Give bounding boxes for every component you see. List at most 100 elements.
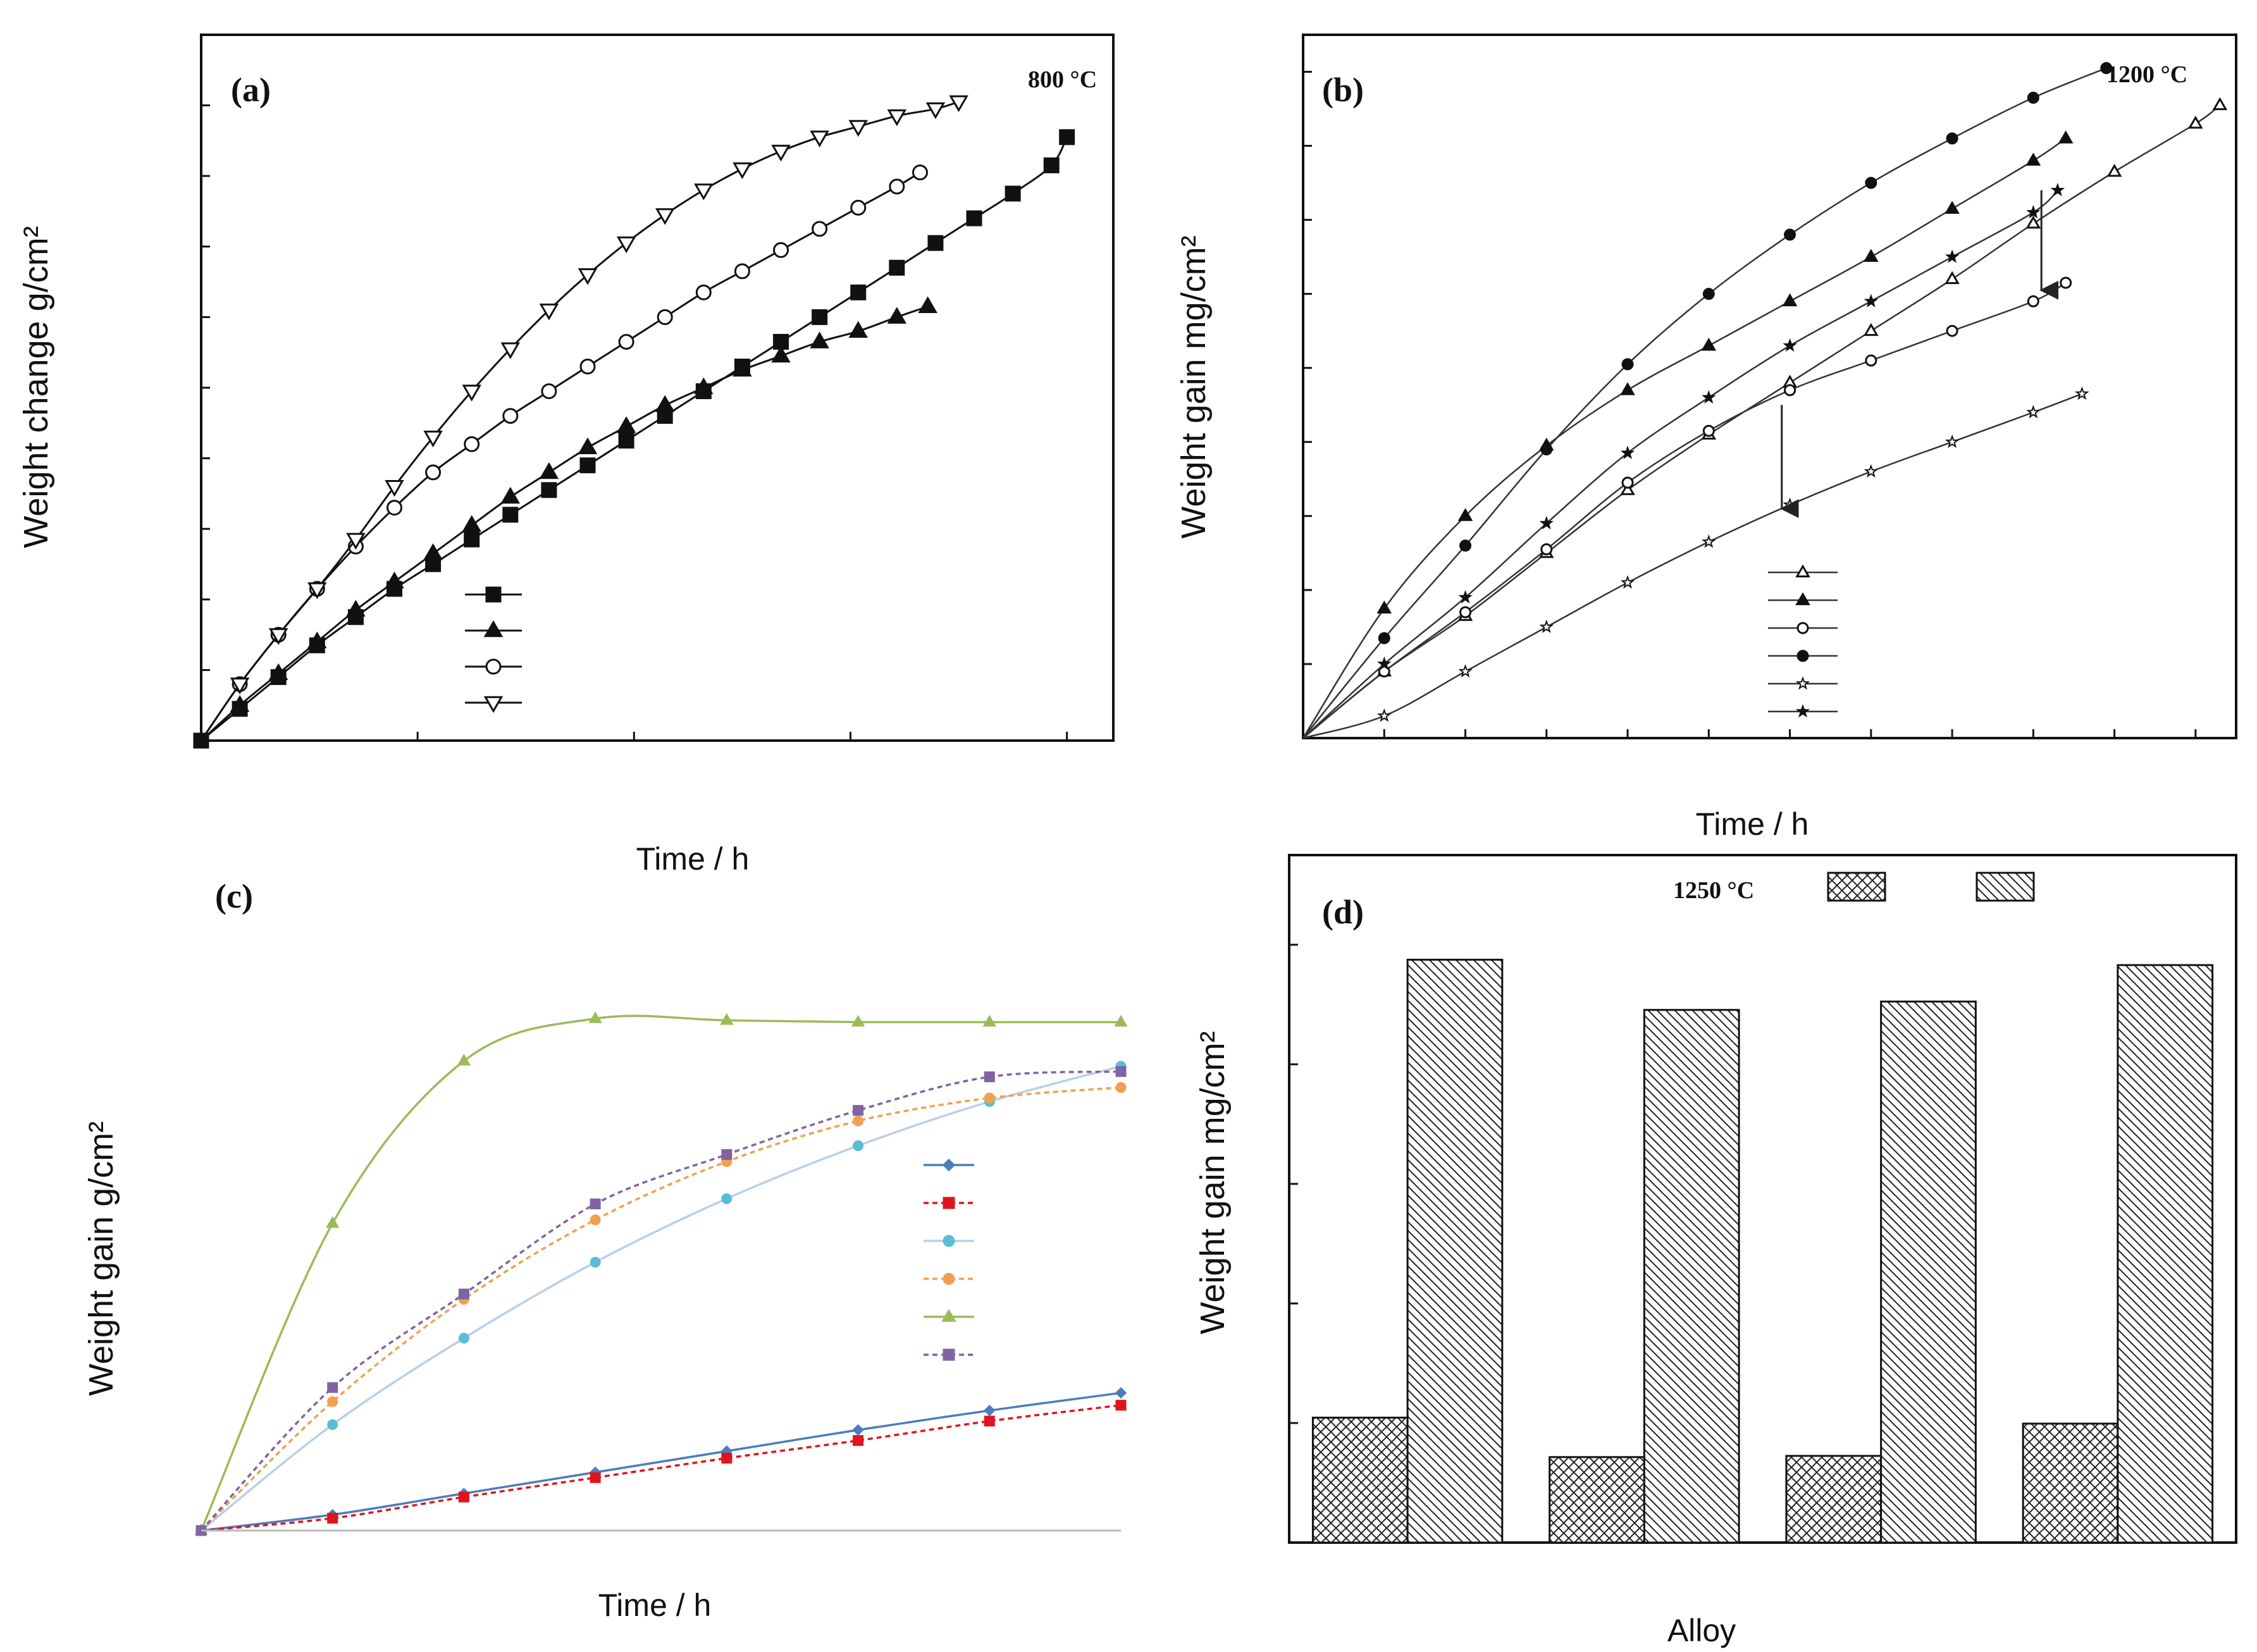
panel-b-ylabel: Weight gain mg/cm²	[1175, 235, 1213, 538]
data-point-b-2	[2060, 276, 2072, 289]
data-point-c-2	[458, 1333, 469, 1344]
data-point-b-3	[1702, 288, 1715, 300]
series-line-a-1	[200, 305, 929, 742]
data-point-b-1	[1782, 293, 1798, 307]
data-point-b-4	[1539, 619, 1554, 633]
data-point-a-1	[539, 462, 559, 479]
data-point-a-3	[616, 236, 636, 254]
data-point-b-4	[1702, 534, 1716, 548]
data-point-a-3	[925, 102, 946, 120]
data-point-a-1	[887, 307, 907, 324]
data-point-b-5	[2026, 205, 2041, 219]
data-point-a-1	[268, 663, 288, 681]
data-point-b-5	[1702, 390, 1716, 404]
data-point-b-2	[1946, 324, 1958, 337]
data-point-a-3	[694, 183, 714, 200]
data-point-a-1	[385, 571, 404, 589]
data-point-c-1	[458, 1491, 469, 1503]
data-point-b-4	[1458, 663, 1473, 678]
series-line-a-2	[200, 171, 921, 741]
data-point-a-1	[423, 543, 443, 560]
data-point-c-1	[984, 1415, 995, 1427]
data-point-b-1	[1701, 338, 1717, 351]
panel-a-axes-frame	[200, 34, 1115, 742]
data-point-a-1	[918, 296, 937, 313]
data-point-c-2	[327, 1419, 338, 1431]
legend-marker	[1795, 704, 1810, 718]
data-point-c-5	[1115, 1066, 1127, 1077]
panel-d-axes-frame	[1288, 854, 2237, 1544]
data-point-a-2	[912, 164, 928, 181]
legend-marker	[943, 1235, 955, 1247]
panel-a: (a) 800 °C Time / h Weight change g/cm²	[17, 34, 1115, 877]
panel-c-label: (c)	[215, 877, 253, 915]
data-point-b-5	[1539, 515, 1554, 530]
data-point-c-4	[851, 1014, 865, 1027]
series-line-c-3	[200, 1086, 1122, 1532]
data-point-a-1	[462, 515, 481, 532]
data-point-b-4	[1864, 464, 1879, 478]
data-point-a-0	[464, 531, 480, 548]
data-point-b-3	[2027, 91, 2039, 104]
data-point-b-1	[1376, 600, 1392, 614]
data-point-a-3	[385, 479, 404, 497]
data-point-c-5	[458, 1288, 469, 1300]
data-point-a-2	[657, 309, 673, 325]
data-point-a-2	[502, 408, 519, 424]
data-point-b-5	[1458, 589, 1473, 604]
data-point-c-4	[326, 1216, 340, 1228]
series-line-b-3	[1302, 67, 2107, 739]
legend-marker	[483, 696, 504, 713]
data-point-a-0	[927, 235, 944, 251]
legend-marker	[1795, 564, 1810, 577]
series-line-c-1	[201, 1404, 1122, 1532]
legend-swatch	[1976, 872, 2035, 902]
data-point-b-4	[1783, 497, 1797, 511]
data-point-a-2	[695, 284, 712, 300]
data-point-a-0	[541, 482, 557, 498]
data-point-b-4	[1620, 575, 1635, 589]
data-point-b-4	[2026, 405, 2041, 419]
data-point-c-0	[1115, 1387, 1127, 1399]
series-line-b-4	[1302, 393, 2082, 739]
data-point-a-0	[502, 507, 519, 523]
data-point-a-2	[579, 359, 596, 375]
data-point-b-1	[1620, 382, 1635, 395]
data-point-c-4	[720, 1013, 734, 1025]
data-point-c-3	[590, 1214, 601, 1226]
data-point-a-3	[949, 95, 968, 113]
bar-50h-8Hf	[2117, 964, 2214, 1544]
legend-marker	[1795, 592, 1810, 605]
data-point-a-1	[346, 600, 366, 617]
panel-d-legend	[1827, 872, 2035, 902]
data-point-c-3	[1115, 1082, 1127, 1093]
data-point-a-0	[1043, 157, 1060, 173]
data-point-c-5	[327, 1382, 338, 1393]
bar-1h-4Hf	[1785, 1455, 1883, 1544]
panel-b-xlabel: Time / h	[1696, 806, 1809, 842]
data-point-c-5	[984, 1071, 995, 1083]
data-point-b-2	[1784, 384, 1796, 397]
data-point-c-1	[327, 1512, 338, 1524]
data-point-a-3	[307, 582, 327, 600]
data-point-b-1	[2025, 152, 2041, 166]
panel-a-legend	[465, 586, 522, 713]
panel-a-ylabel: Weight change g/cm²	[17, 226, 55, 548]
data-point-b-5	[1945, 249, 1960, 263]
data-point-b-4	[1945, 435, 1960, 448]
panel-d-xlabel: Alloy	[1667, 1613, 1736, 1648]
data-point-c-0	[852, 1424, 864, 1436]
series-line-c-5	[200, 1070, 1122, 1532]
data-point-a-1	[694, 377, 714, 395]
legend-marker	[1795, 676, 1810, 690]
panel-b-legend	[1768, 564, 1838, 718]
data-point-b-3	[1784, 228, 1796, 241]
data-point-c-3	[984, 1092, 995, 1104]
data-point-a-3	[810, 130, 829, 148]
data-point-b-5	[1783, 338, 1797, 352]
data-point-b-0	[1620, 482, 1635, 495]
data-point-a-3	[268, 628, 288, 645]
legend-marker	[485, 658, 502, 675]
data-point-b-3	[1865, 176, 1877, 189]
data-point-a-3	[887, 109, 907, 126]
